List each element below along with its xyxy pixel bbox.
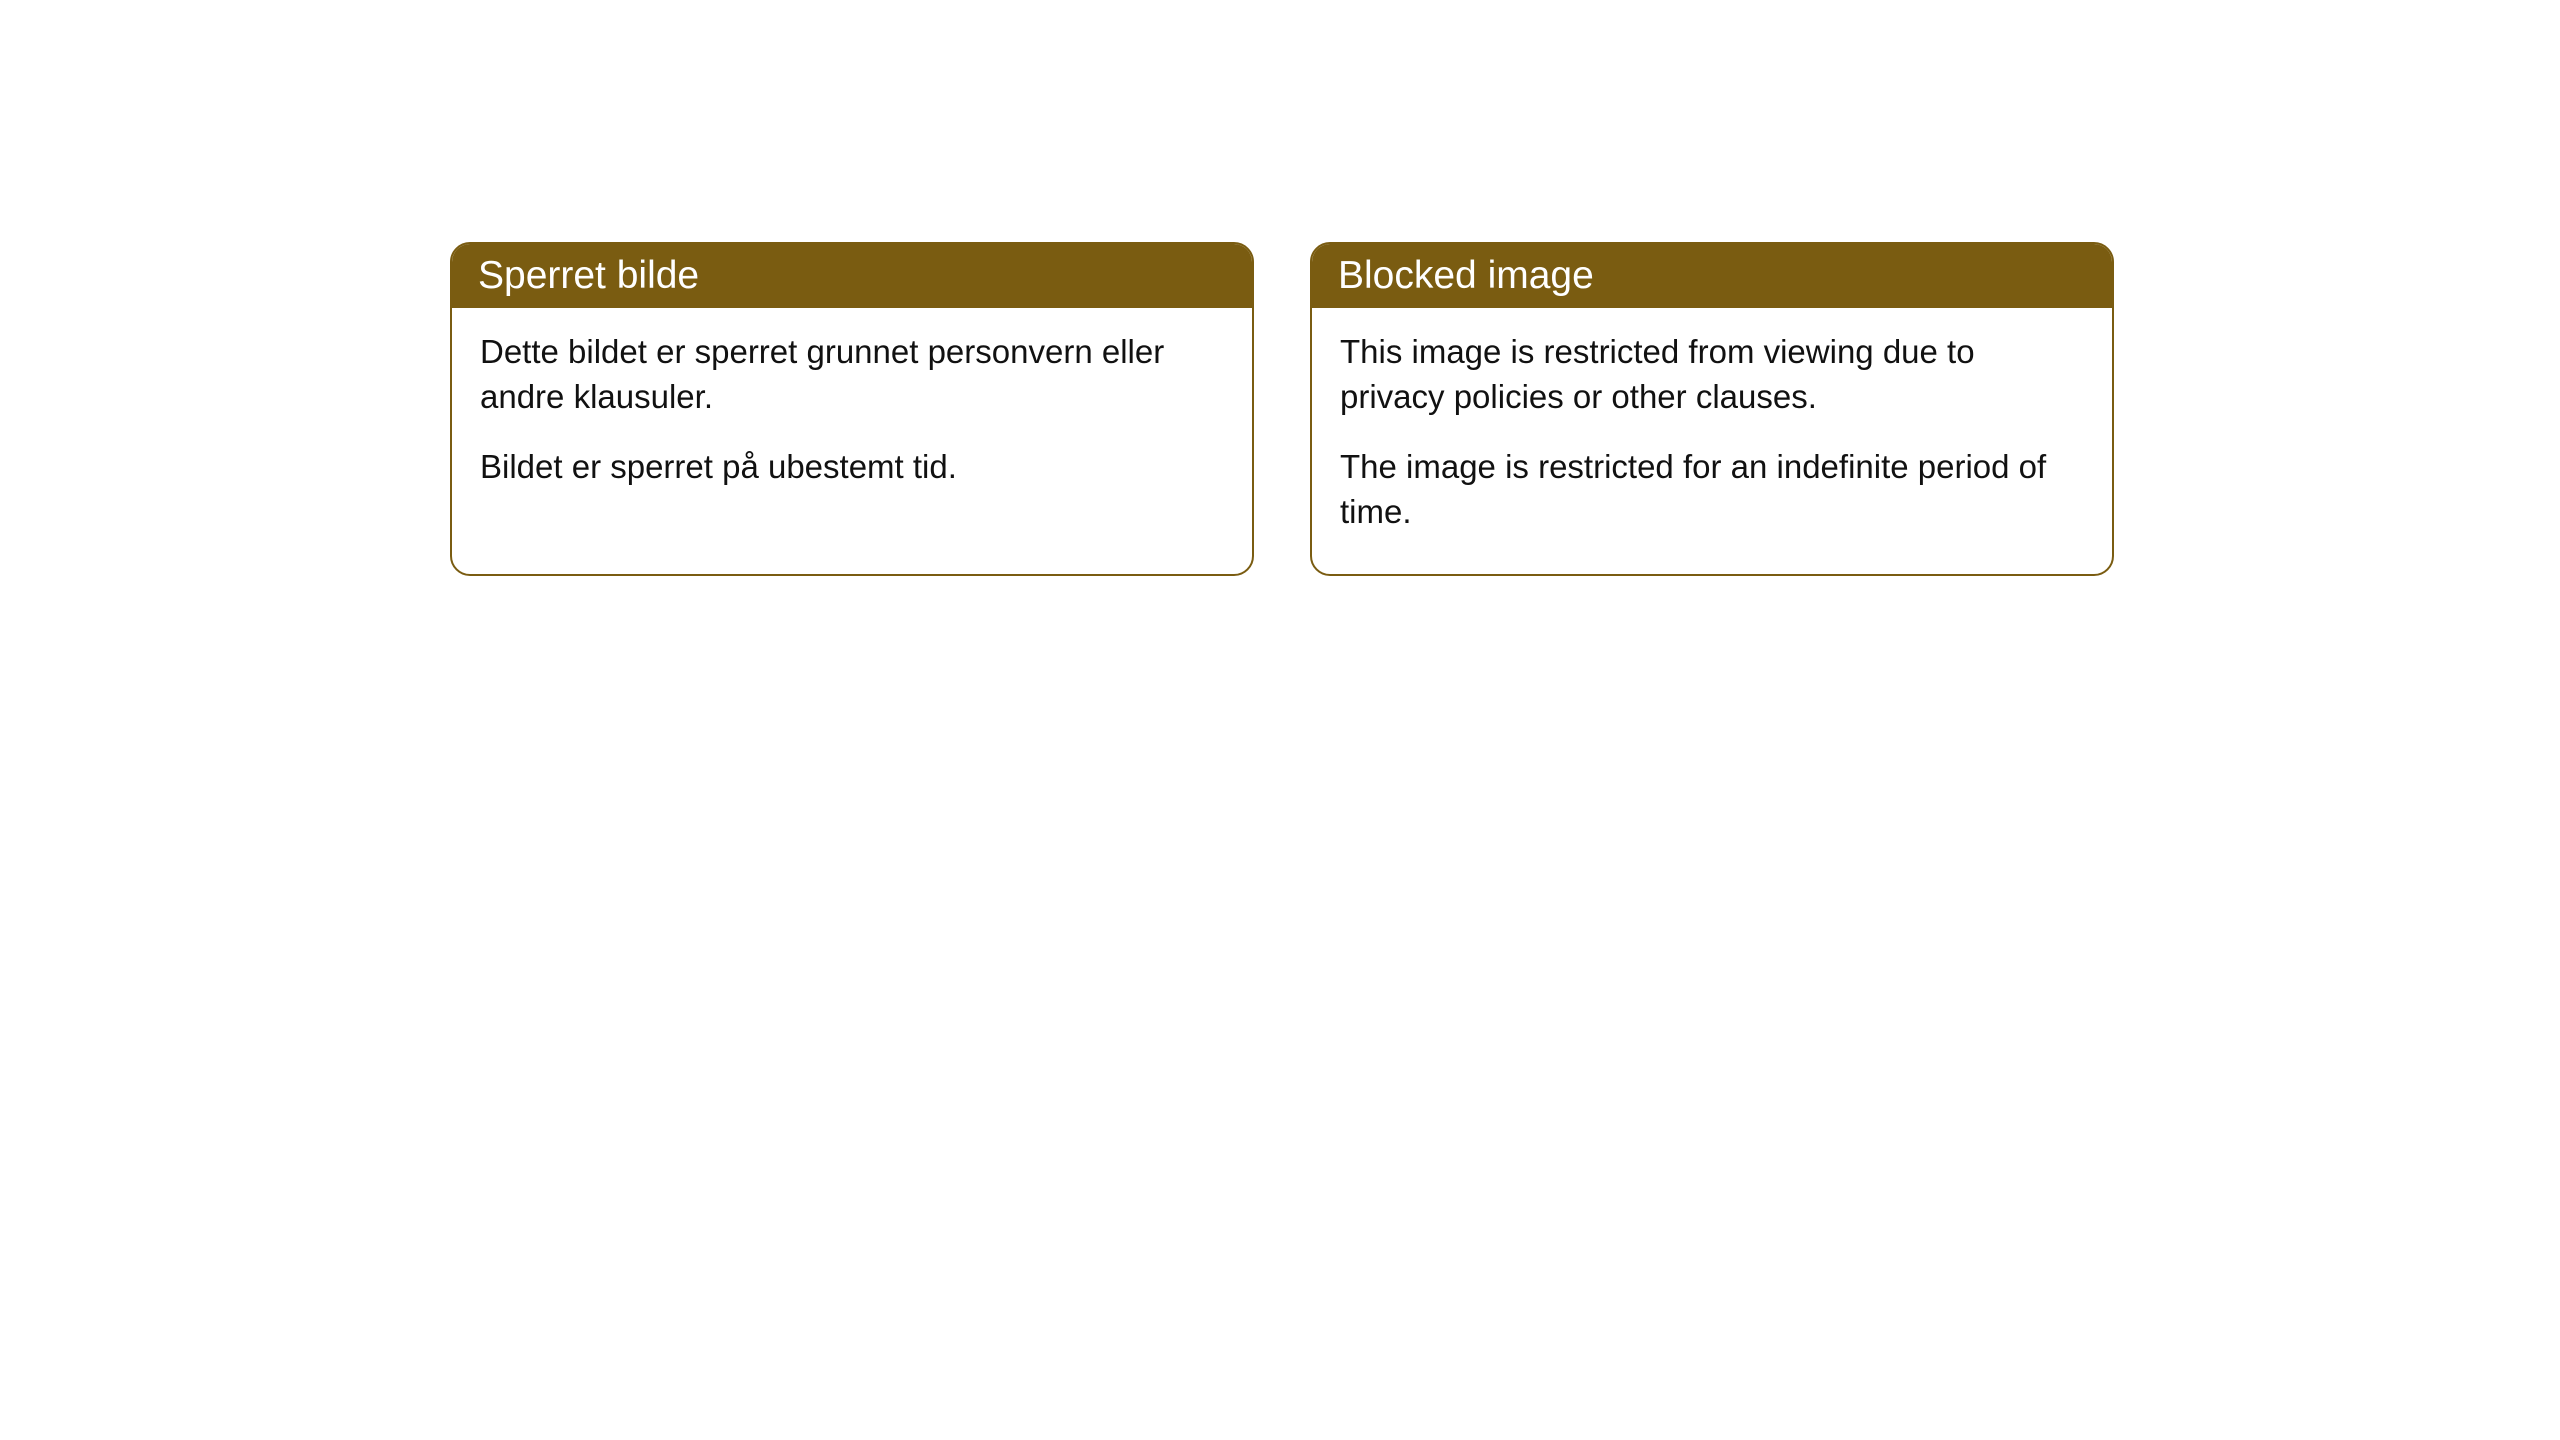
blocked-image-card-no: Sperret bilde Dette bildet er sperret gr… <box>450 242 1254 576</box>
card-para1-no: Dette bildet er sperret grunnet personve… <box>480 330 1224 419</box>
card-body-no: Dette bildet er sperret grunnet personve… <box>452 308 1252 530</box>
card-title-en: Blocked image <box>1312 244 2112 308</box>
card-para2-no: Bildet er sperret på ubestemt tid. <box>480 445 1224 490</box>
blocked-image-card-en: Blocked image This image is restricted f… <box>1310 242 2114 576</box>
card-container: Sperret bilde Dette bildet er sperret gr… <box>450 242 2114 576</box>
card-para2-en: The image is restricted for an indefinit… <box>1340 445 2084 534</box>
card-title-no: Sperret bilde <box>452 244 1252 308</box>
card-body-en: This image is restricted from viewing du… <box>1312 308 2112 574</box>
card-para1-en: This image is restricted from viewing du… <box>1340 330 2084 419</box>
